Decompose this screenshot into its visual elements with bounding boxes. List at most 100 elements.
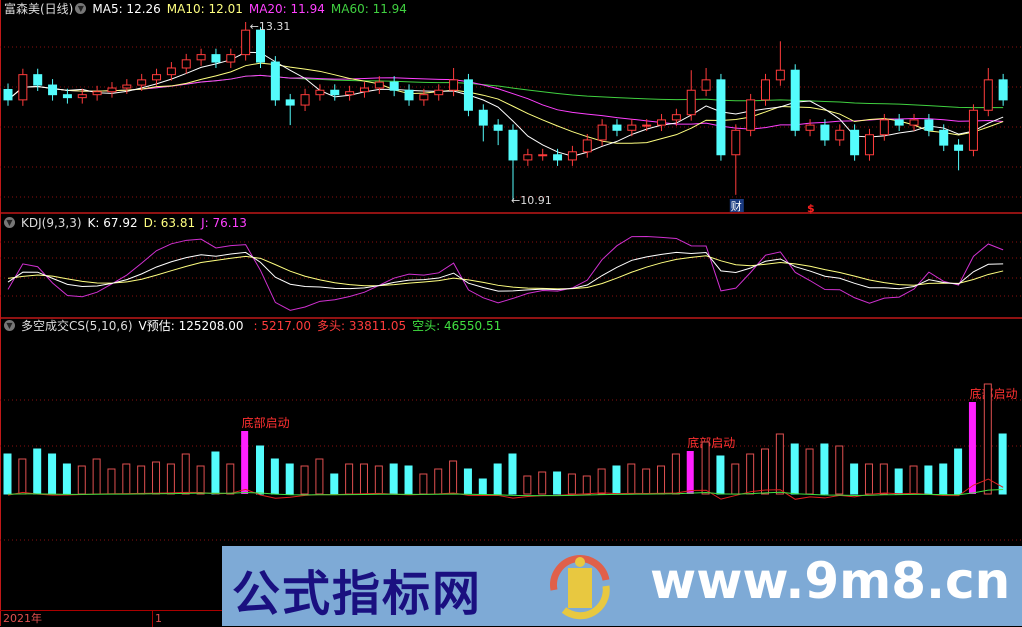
volume-bar (983, 383, 992, 495)
candle-body (775, 69, 785, 81)
year-label: 2021年 (3, 612, 42, 625)
watermark-url: www.9m8.cn (650, 552, 1011, 610)
k-label: K: 67.92 (87, 216, 138, 230)
volume-bar (820, 443, 829, 495)
ma10-label: MA10: 12.01 (166, 2, 243, 16)
volume-bar (419, 473, 428, 495)
j-line (7, 236, 1004, 311)
candle-body (196, 54, 206, 61)
volume-bar (553, 471, 562, 495)
volume-bar (48, 453, 57, 495)
candle-body (850, 129, 860, 156)
signal-volume-bar (686, 451, 694, 494)
candle-body (731, 129, 741, 156)
volume-bar (746, 453, 755, 495)
volume-bar (300, 465, 309, 495)
volume-bar (716, 455, 725, 495)
candle-body (627, 124, 637, 131)
signal-volume-bar (968, 402, 976, 494)
candle-body (567, 151, 577, 161)
volume-bar (850, 463, 859, 495)
candle-body (657, 119, 667, 126)
candle-body (300, 94, 310, 106)
main-pane-header: 富森美(日线) ▼ MA5: 12.26 MA10: 12.01 MA20: 11.94… (4, 1, 413, 17)
kdj-title: KDJ(9,3,3) (21, 216, 82, 230)
chevron-down-icon[interactable]: ▼ (4, 217, 15, 228)
candle-body (181, 59, 191, 69)
volume-bar (864, 463, 873, 495)
watermark-banner: 公式指标网 www.9m8.cn (222, 546, 1022, 626)
volume-bar (538, 471, 547, 495)
volume-bar (389, 463, 398, 495)
candle-body (211, 54, 221, 63)
volume-bar (790, 443, 799, 495)
volume-bar (285, 463, 294, 495)
volume-bar (909, 465, 918, 495)
kdj-pane-header: ▼ KDJ(9,3,3) K: 67.92 D: 63.81 J: 76.13 (4, 215, 253, 231)
candle-body (835, 129, 845, 141)
volume-bar (226, 463, 235, 495)
cs-pane-header: ▼ 多空成交CS(5,10,6) V预估: 125208.00: 5217.00 多头… (4, 318, 507, 334)
volume-bar (315, 458, 324, 495)
candle-body (137, 79, 147, 86)
signal-label: 底部启动 (687, 435, 735, 450)
volume-bar (894, 468, 903, 495)
volume-bar (256, 445, 264, 495)
volume-bar (835, 445, 844, 495)
long-line (7, 478, 1004, 500)
volume-bar (270, 458, 279, 495)
candle-body (107, 87, 117, 93)
candle-body (879, 119, 889, 136)
volume-bar (523, 475, 532, 495)
volume-bar (181, 453, 190, 495)
candle-body (553, 154, 563, 161)
candle-body (701, 79, 711, 91)
candle-body (18, 74, 28, 101)
candle-body (3, 88, 13, 101)
time-axis: 2021年 1 (0, 610, 222, 627)
candle-body (671, 114, 681, 121)
candle-body (894, 119, 904, 126)
v-estimate: V预估: 125208.00 (138, 319, 244, 333)
candle-body (449, 79, 459, 91)
volume-bar (152, 461, 161, 495)
candle-body (478, 109, 488, 126)
candle-body (285, 99, 295, 106)
volume-bar (211, 451, 220, 495)
candle-body (33, 74, 43, 86)
volume-bar (33, 448, 42, 495)
signal-label: 底部启动 (969, 386, 1017, 401)
volume-bar (775, 433, 784, 495)
volume-bar (478, 478, 487, 495)
long-label: 多头: 33811.05 (316, 319, 407, 333)
candle-body (983, 79, 993, 111)
volume-bar (359, 463, 368, 495)
candle-body (77, 94, 87, 99)
volume-bar (954, 448, 963, 495)
chevron-down-icon[interactable]: ▼ (75, 3, 87, 14)
ma5-line (7, 51, 1004, 157)
volume-bar (330, 473, 339, 495)
candle-body (597, 124, 607, 141)
volume-bar (18, 458, 27, 495)
chevron-down-icon[interactable]: ▼ (4, 320, 15, 331)
volume-bar (508, 453, 517, 495)
candle-body (122, 84, 132, 89)
volume-bar (731, 463, 740, 495)
candle-body (419, 94, 429, 101)
stock-title: 富森美(日线) (4, 2, 74, 16)
volume-bar (805, 448, 814, 495)
volume-bar (434, 468, 443, 495)
candle-body (864, 134, 874, 156)
candle-body (434, 89, 444, 96)
candle-body (48, 84, 58, 96)
candle-body (686, 89, 696, 116)
candle-body (256, 29, 265, 63)
candle-body (508, 129, 518, 161)
candle-body (924, 119, 934, 131)
high-price-label: ←13.31 (250, 20, 291, 33)
candle-body (345, 91, 355, 96)
short-line (7, 489, 1004, 497)
volume-bar (62, 463, 71, 495)
